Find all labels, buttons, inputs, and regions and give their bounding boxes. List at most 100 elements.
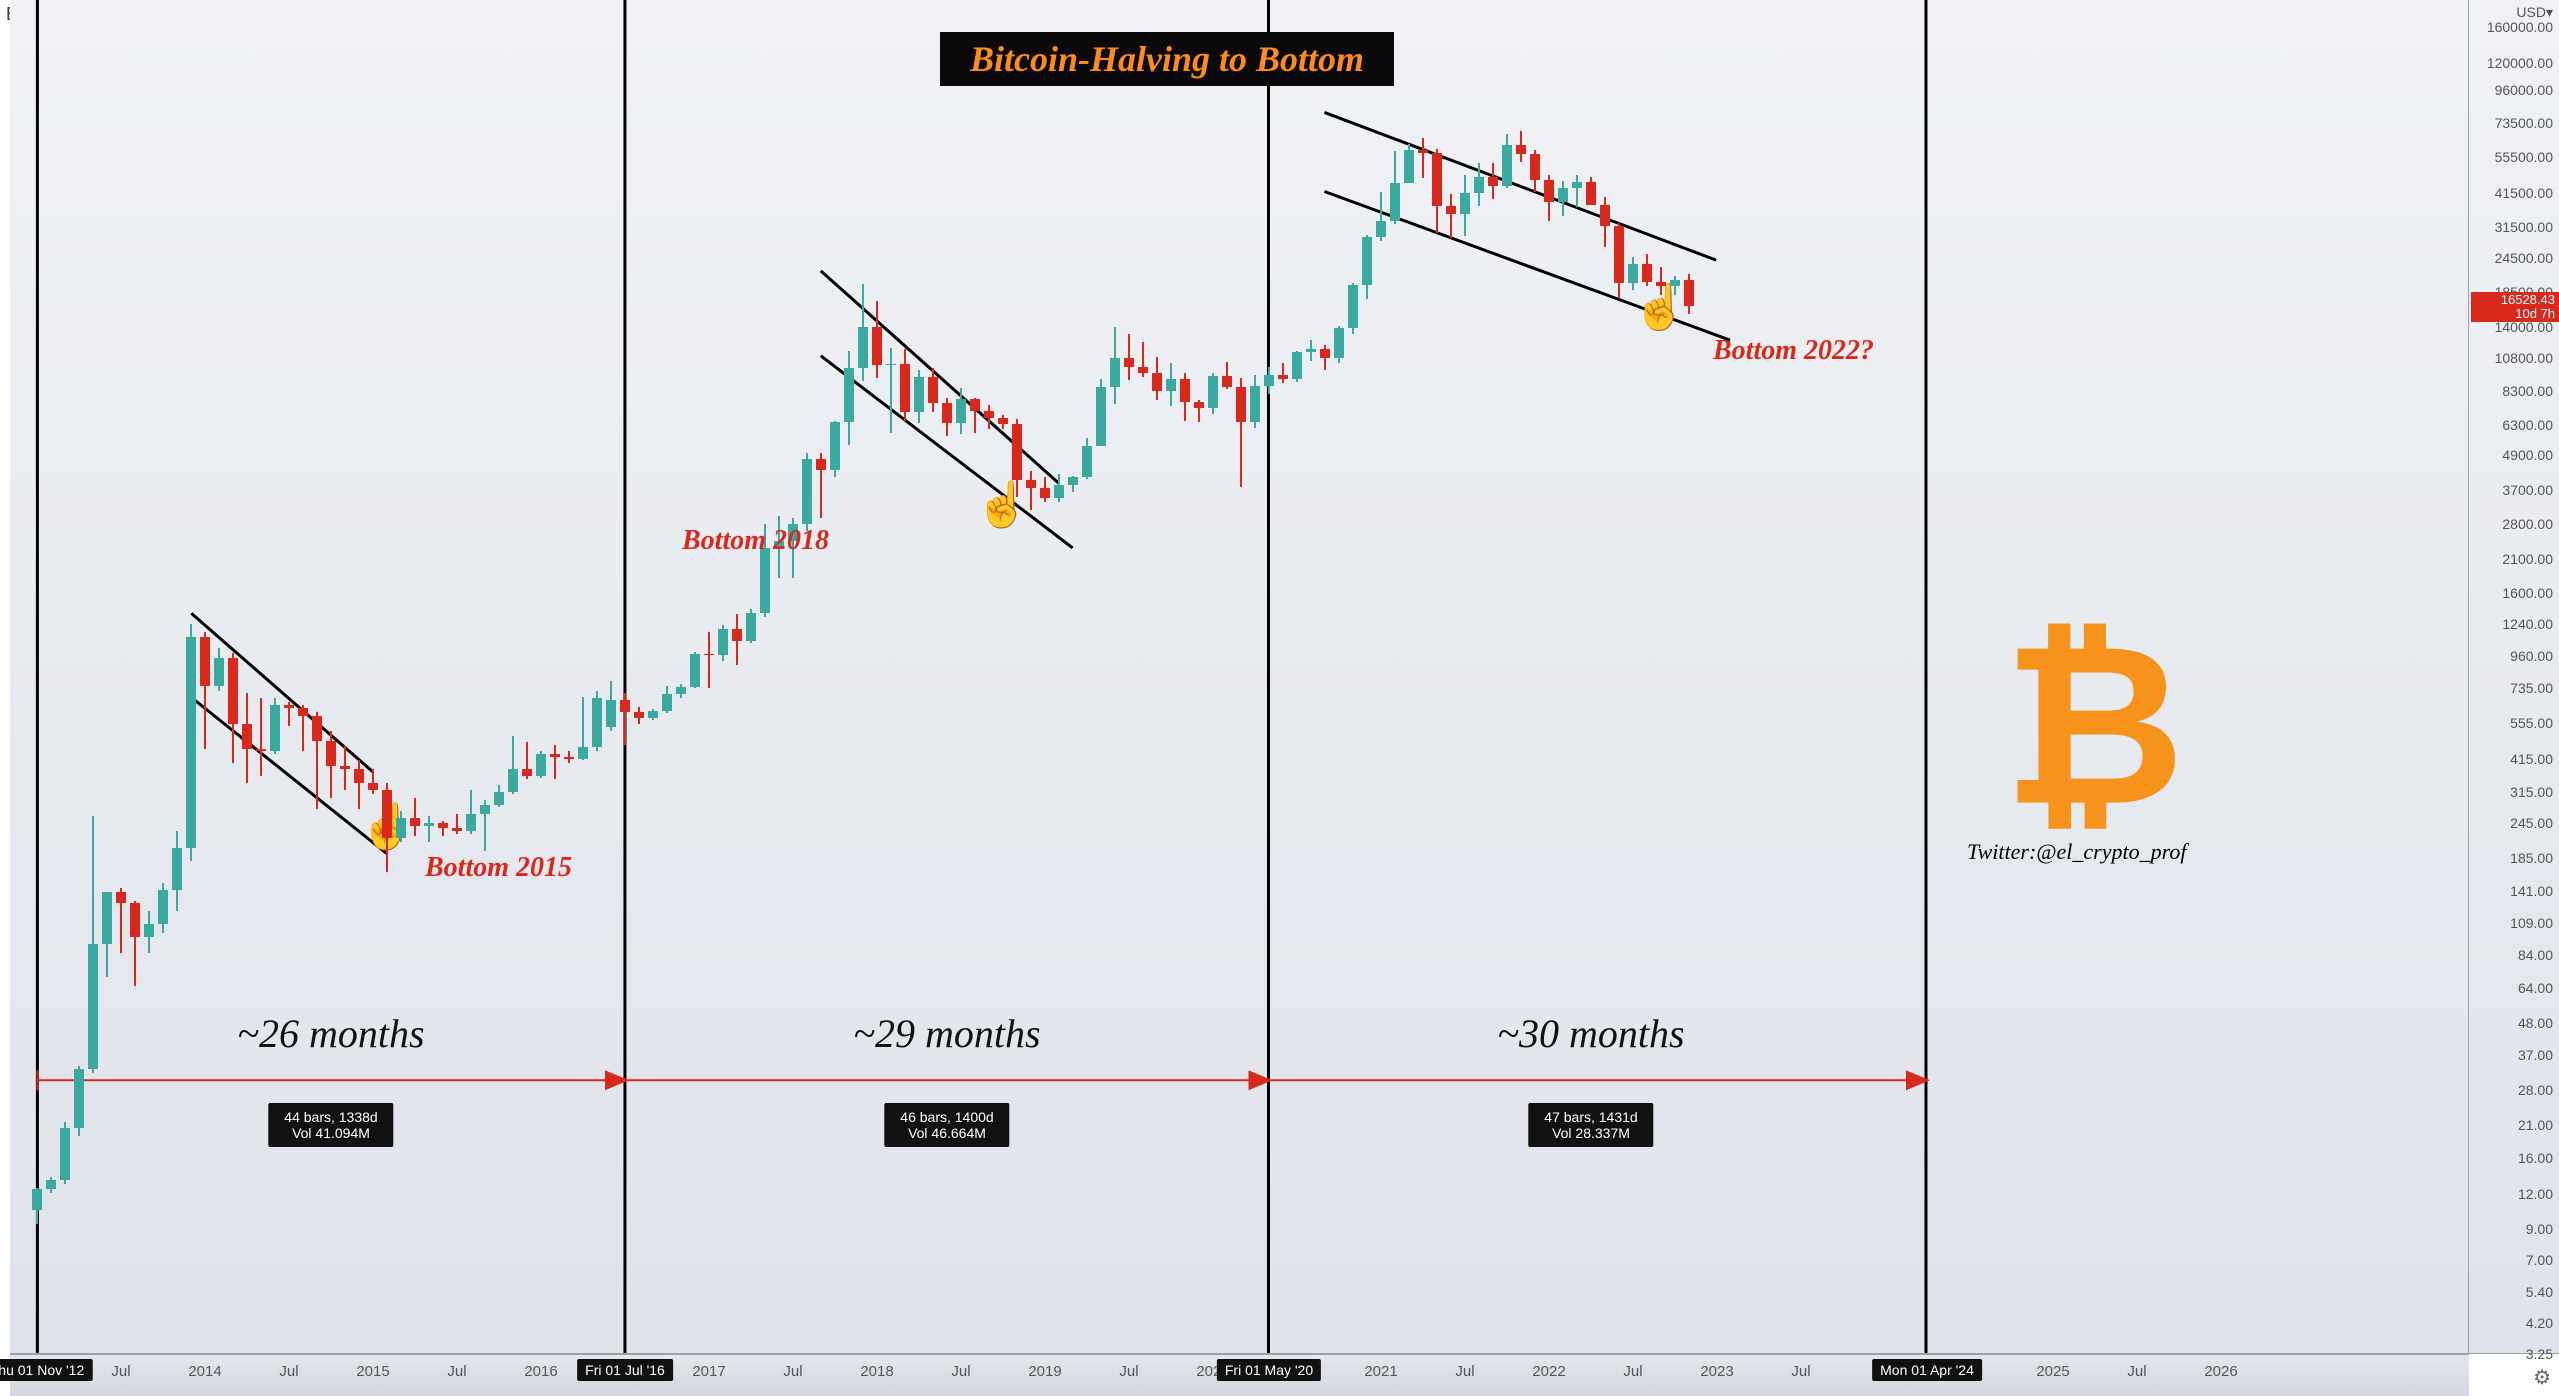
candle[interactable]	[1418, 138, 1429, 178]
candle[interactable]	[802, 453, 813, 530]
candle[interactable]	[718, 625, 729, 661]
candle[interactable]	[648, 709, 659, 719]
candle[interactable]	[1376, 192, 1387, 241]
candle[interactable]	[1642, 254, 1653, 285]
price-axis[interactable]: USD▾ 160000.00120000.0096000.0073500.005…	[2469, 0, 2559, 1354]
candle[interactable]	[410, 798, 421, 836]
candle[interactable]	[1334, 326, 1345, 363]
candle[interactable]	[508, 736, 519, 795]
candle[interactable]	[60, 1122, 71, 1184]
candle[interactable]	[1040, 477, 1051, 502]
candle[interactable]	[452, 814, 463, 834]
candle[interactable]	[270, 698, 281, 754]
candle[interactable]	[550, 745, 561, 780]
candle[interactable]	[816, 453, 827, 518]
candle[interactable]	[480, 800, 491, 851]
candle[interactable]	[466, 790, 477, 833]
candle[interactable]	[1446, 194, 1457, 238]
candle[interactable]	[354, 760, 365, 809]
candle[interactable]	[1502, 134, 1513, 188]
chart-plot-area[interactable]: ☝☝☝₿ Bitcoin-Halving to Bottom ~26 month…	[10, 0, 2469, 1354]
candle[interactable]	[606, 681, 617, 731]
candle[interactable]	[102, 892, 113, 977]
candle[interactable]	[32, 1188, 43, 1224]
candle[interactable]	[158, 883, 169, 933]
candle[interactable]	[536, 751, 547, 777]
candle[interactable]	[228, 653, 239, 763]
candle[interactable]	[564, 751, 575, 763]
candle[interactable]	[340, 746, 351, 791]
candle[interactable]	[634, 707, 645, 724]
candle[interactable]	[368, 769, 379, 794]
candle[interactable]	[326, 731, 337, 799]
candle[interactable]	[1082, 438, 1093, 479]
candle[interactable]	[1614, 223, 1625, 298]
candle[interactable]	[1292, 351, 1303, 382]
candle[interactable]	[214, 648, 225, 691]
candle[interactable]	[88, 816, 99, 1073]
candle[interactable]	[1530, 150, 1541, 192]
candle[interactable]	[1236, 378, 1247, 487]
candle[interactable]	[1208, 373, 1219, 414]
candle[interactable]	[186, 624, 197, 861]
candle[interactable]	[284, 702, 295, 727]
candle[interactable]	[830, 421, 841, 478]
candle[interactable]	[144, 911, 155, 953]
candle[interactable]	[900, 349, 911, 421]
candle[interactable]	[746, 609, 757, 643]
candle[interactable]	[1096, 379, 1107, 445]
candle[interactable]	[1404, 144, 1415, 183]
candle[interactable]	[396, 811, 407, 842]
candle[interactable]	[886, 348, 897, 433]
candle[interactable]	[676, 684, 687, 698]
candle[interactable]	[172, 831, 183, 911]
candle[interactable]	[690, 652, 701, 687]
candle[interactable]	[1250, 375, 1261, 428]
candle[interactable]	[844, 351, 855, 445]
candle[interactable]	[1306, 340, 1317, 361]
candle[interactable]	[256, 698, 267, 776]
candle[interactable]	[46, 1177, 57, 1192]
candle[interactable]	[1558, 181, 1569, 217]
candle[interactable]	[620, 693, 631, 745]
candle[interactable]	[1586, 177, 1597, 205]
candle[interactable]	[494, 785, 505, 807]
candle[interactable]	[592, 691, 603, 751]
candle[interactable]	[704, 632, 715, 687]
candle[interactable]	[914, 370, 925, 422]
candle[interactable]	[928, 368, 939, 412]
candle[interactable]	[74, 1066, 85, 1136]
candle[interactable]	[1488, 163, 1499, 199]
candle[interactable]	[1124, 334, 1135, 380]
candle[interactable]	[438, 821, 449, 837]
candle[interactable]	[1194, 400, 1205, 422]
candle[interactable]	[1180, 373, 1191, 421]
candle[interactable]	[956, 388, 967, 434]
candle[interactable]	[1628, 257, 1639, 291]
candle[interactable]	[1684, 274, 1695, 314]
candle[interactable]	[116, 888, 127, 954]
candle[interactable]	[1362, 235, 1373, 298]
candle[interactable]	[1138, 342, 1149, 376]
candle[interactable]	[1068, 476, 1079, 492]
candle[interactable]	[1544, 175, 1555, 221]
candle[interactable]	[1264, 367, 1275, 394]
candle[interactable]	[1166, 363, 1177, 406]
candle[interactable]	[382, 783, 393, 872]
candle[interactable]	[1390, 151, 1401, 224]
time-axis[interactable]: ⚙ Jul2014Jul2015Jul20162017Jul2018Jul201…	[10, 1354, 2469, 1396]
candle[interactable]	[1222, 362, 1233, 389]
candle[interactable]	[998, 415, 1009, 428]
candle[interactable]	[1054, 474, 1065, 502]
candle[interactable]	[298, 705, 309, 751]
candle[interactable]	[578, 697, 589, 760]
candle[interactable]	[984, 405, 995, 429]
candle[interactable]	[1656, 267, 1667, 295]
candle[interactable]	[200, 632, 211, 748]
candle[interactable]	[1110, 327, 1121, 404]
candle[interactable]	[1278, 363, 1289, 383]
candle[interactable]	[1600, 197, 1611, 247]
candle[interactable]	[1152, 357, 1163, 400]
candle[interactable]	[942, 398, 953, 435]
candle[interactable]	[1348, 283, 1359, 333]
